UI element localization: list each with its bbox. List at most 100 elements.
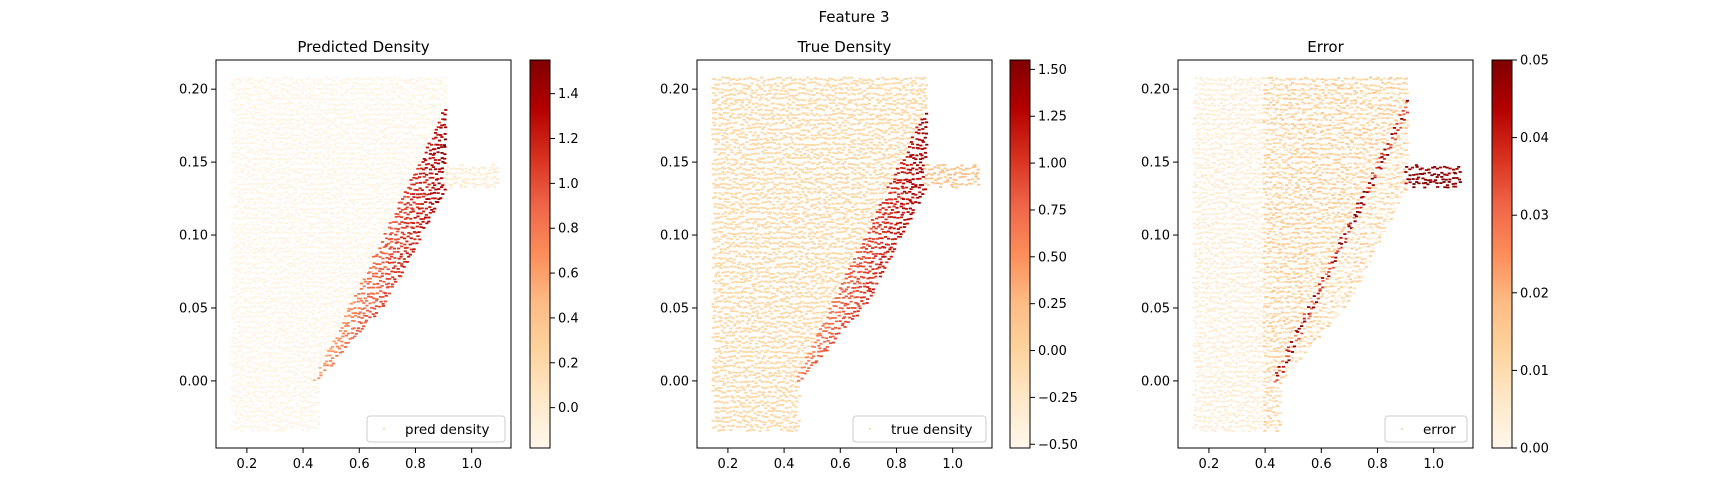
scatter-point bbox=[357, 193, 361, 195]
scatter-point bbox=[233, 352, 237, 355]
scatter-point bbox=[727, 319, 731, 322]
scatter-point bbox=[257, 250, 262, 253]
scatter-point bbox=[309, 377, 313, 380]
scatter-point bbox=[240, 117, 244, 120]
scatter-point bbox=[380, 141, 384, 144]
scatter-point bbox=[372, 212, 376, 215]
scatter-point bbox=[279, 352, 283, 355]
scatter-point bbox=[387, 83, 391, 86]
scatter-point bbox=[365, 89, 369, 92]
scatter-point bbox=[352, 327, 356, 330]
scatter-point bbox=[307, 281, 311, 283]
scatter-point bbox=[724, 344, 728, 347]
scatter-point bbox=[383, 300, 388, 303]
scatter-point bbox=[282, 357, 286, 359]
scatter-point bbox=[260, 230, 264, 233]
scatter-point bbox=[241, 126, 245, 129]
scatter-point bbox=[477, 168, 481, 171]
scatter-point bbox=[233, 242, 237, 244]
scatter-point bbox=[341, 94, 345, 97]
scatter-point bbox=[295, 119, 299, 122]
scatter-point bbox=[335, 104, 339, 107]
scatter-point bbox=[249, 255, 253, 257]
scatter-point bbox=[425, 141, 429, 144]
scatter-point bbox=[319, 303, 323, 305]
scatter-point bbox=[303, 134, 307, 136]
scatter-point bbox=[411, 83, 416, 86]
scatter-point bbox=[323, 362, 327, 365]
scatter-point bbox=[251, 296, 255, 299]
scatter-point bbox=[267, 325, 271, 327]
scatter-point bbox=[350, 112, 354, 114]
scatter-point bbox=[739, 412, 743, 414]
scatter-point bbox=[411, 208, 415, 211]
scatter-point bbox=[400, 124, 404, 127]
scatter-point bbox=[302, 218, 306, 221]
scatter-point bbox=[490, 184, 494, 187]
scatter-point bbox=[413, 188, 417, 191]
scatter-point bbox=[418, 126, 422, 129]
scatter-point bbox=[275, 402, 279, 405]
scatter-point bbox=[405, 82, 409, 84]
scatter-point bbox=[280, 327, 284, 330]
scatter-point bbox=[386, 268, 390, 271]
scatter-point bbox=[257, 108, 261, 111]
scatter-point bbox=[378, 157, 382, 159]
scatter-point bbox=[369, 252, 373, 255]
scatter-point bbox=[258, 266, 262, 269]
scatter-point bbox=[275, 335, 279, 338]
scatter-point bbox=[346, 219, 350, 221]
scatter-point bbox=[496, 178, 500, 181]
scatter-point bbox=[735, 310, 739, 313]
scatter-point bbox=[297, 146, 302, 148]
scatter-point bbox=[431, 182, 435, 184]
scatter-point bbox=[317, 377, 321, 380]
scatter-point bbox=[801, 349, 805, 352]
scatter-point bbox=[711, 336, 715, 339]
scatter-point bbox=[248, 112, 252, 115]
scatter-point bbox=[375, 108, 379, 111]
scatter-point bbox=[282, 270, 286, 273]
scatter-point bbox=[254, 217, 258, 220]
scatter-point bbox=[269, 297, 273, 300]
scatter-point bbox=[856, 310, 860, 313]
scatter-point bbox=[812, 351, 816, 353]
scatter-point bbox=[242, 409, 246, 411]
scatter-point bbox=[367, 187, 371, 190]
scatter-point bbox=[441, 161, 445, 163]
scatter-point bbox=[244, 300, 248, 303]
scatter-point bbox=[430, 123, 434, 126]
scatter-point bbox=[372, 112, 376, 115]
scatter-point bbox=[242, 201, 246, 204]
scatter-point bbox=[711, 426, 715, 429]
scatter-point bbox=[335, 354, 339, 357]
scatter-point bbox=[236, 217, 240, 220]
scatter-point bbox=[760, 331, 764, 334]
scatter-point bbox=[329, 360, 333, 362]
scatter-point bbox=[790, 345, 794, 348]
scatter-point bbox=[287, 400, 291, 402]
scatter-point bbox=[323, 369, 327, 372]
scatter-point bbox=[326, 364, 330, 367]
scatter-point bbox=[301, 359, 305, 362]
scatter-point bbox=[260, 131, 265, 134]
scatter-point bbox=[432, 152, 437, 155]
scatter-point bbox=[305, 243, 309, 246]
scatter-point bbox=[305, 148, 309, 151]
scatter-point bbox=[340, 327, 344, 329]
scatter-point bbox=[831, 335, 835, 338]
scatter-point bbox=[243, 369, 247, 371]
scatter-point bbox=[301, 143, 305, 146]
scatter-point bbox=[374, 126, 379, 129]
scatter-point bbox=[257, 185, 261, 188]
scatter-point bbox=[359, 178, 363, 181]
scatter-point bbox=[254, 221, 259, 224]
scatter-point bbox=[289, 93, 293, 96]
scatter-point bbox=[437, 170, 441, 173]
scatter-point bbox=[290, 122, 294, 125]
scatter-point bbox=[252, 272, 256, 275]
scatter-point bbox=[353, 307, 357, 309]
scatter-point bbox=[340, 87, 344, 90]
scatter-point bbox=[254, 117, 258, 120]
scatter-point bbox=[329, 266, 333, 269]
